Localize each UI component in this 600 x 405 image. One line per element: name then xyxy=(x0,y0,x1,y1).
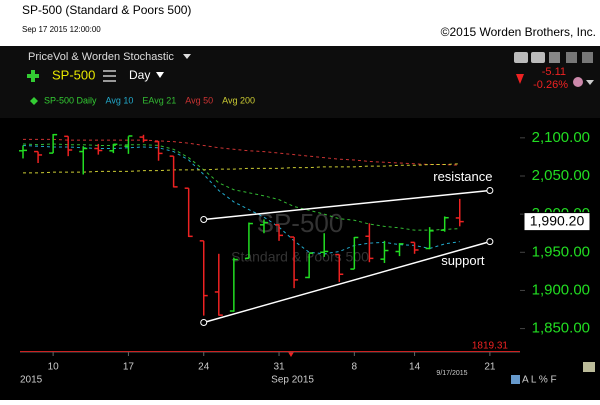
legend-entry: EAvg 21 xyxy=(142,95,176,105)
x-tick-label: 17 xyxy=(123,362,135,373)
toolbar xyxy=(0,46,600,118)
add-icon[interactable] xyxy=(27,70,39,82)
legend-icon xyxy=(30,97,38,105)
dropdown-icon[interactable] xyxy=(156,72,164,78)
header-bar xyxy=(0,0,600,46)
list-icon[interactable] xyxy=(103,70,116,82)
date-label: 9/17/2015 xyxy=(436,370,467,377)
moving-average xyxy=(22,143,460,231)
trend-handle xyxy=(486,186,494,194)
icon[interactable] xyxy=(531,52,545,63)
period[interactable]: Day xyxy=(129,68,150,82)
y-tick-label: 1,950.00 xyxy=(532,243,590,260)
legend-entry: Avg 200 xyxy=(222,95,255,105)
down-arrow xyxy=(516,74,524,84)
x-tick-label: 21 xyxy=(484,362,496,373)
x-tick-label: 24 xyxy=(198,362,210,373)
trend-line xyxy=(203,240,491,324)
legend-entry: SP-500 Daily xyxy=(44,95,97,105)
symbol[interactable]: SP-500 xyxy=(52,67,95,82)
trend-handle xyxy=(200,318,208,326)
pencil-icon[interactable] xyxy=(583,362,595,372)
legend: SP-500 Daily Avg 10 EAvg 21 Avg 50 Avg 200 xyxy=(44,95,255,105)
icon[interactable] xyxy=(549,52,560,63)
icon[interactable] xyxy=(582,52,593,63)
x-label: Sep 2015 xyxy=(271,375,314,386)
last-price-label: 1,990.20 xyxy=(530,212,585,228)
change: -5.11 xyxy=(542,66,566,78)
trend-handle xyxy=(486,238,494,246)
watermark: Standard & Poors 500 xyxy=(231,249,369,265)
dropdown-icon[interactable] xyxy=(586,80,594,85)
annotation: support xyxy=(441,253,485,268)
trend-handle xyxy=(200,215,208,223)
x-tick-label: 8 xyxy=(352,362,358,373)
y-tick-label: 1,900.00 xyxy=(532,281,590,298)
y-tick-label: 2,100.00 xyxy=(532,129,590,146)
last-price-box xyxy=(523,212,591,232)
moving-average xyxy=(23,163,460,174)
toolbar-label[interactable]: PriceVol & Worden Stochastic xyxy=(28,51,174,63)
scale-icon[interactable] xyxy=(511,375,520,384)
legend-entry: Avg 50 xyxy=(185,95,213,105)
icon[interactable] xyxy=(566,52,577,63)
x-tick-label: 14 xyxy=(409,362,421,373)
legend-entry: Avg 10 xyxy=(106,95,134,105)
scale-buttons[interactable]: A L % F xyxy=(522,375,557,386)
y-tick-label: 1,850.00 xyxy=(532,320,590,337)
trend-line xyxy=(203,189,490,221)
moving-average xyxy=(23,138,460,166)
low-marker-label: 1819.31 xyxy=(472,341,509,352)
x-tick-label: 10 xyxy=(48,362,60,373)
change-pct: -0.26% xyxy=(533,79,568,91)
title: SP-500 (Standard & Poors 500) xyxy=(22,3,191,17)
x-tick-label: 31 xyxy=(273,362,285,373)
annotation: resistance xyxy=(433,169,492,184)
timestamp: Sep 17 2015 12:00:00 xyxy=(22,25,101,34)
y-tick-label: 2,050.00 xyxy=(532,167,590,184)
marker-triangle xyxy=(288,352,294,357)
toolbar-icons[interactable] xyxy=(514,52,593,63)
icon[interactable] xyxy=(514,52,528,63)
dropdown-icon[interactable] xyxy=(183,54,191,59)
x-label: 2015 xyxy=(20,375,43,386)
palette-icon[interactable] xyxy=(573,77,583,87)
copyright: ©2015 Worden Brothers, Inc. xyxy=(441,25,596,39)
